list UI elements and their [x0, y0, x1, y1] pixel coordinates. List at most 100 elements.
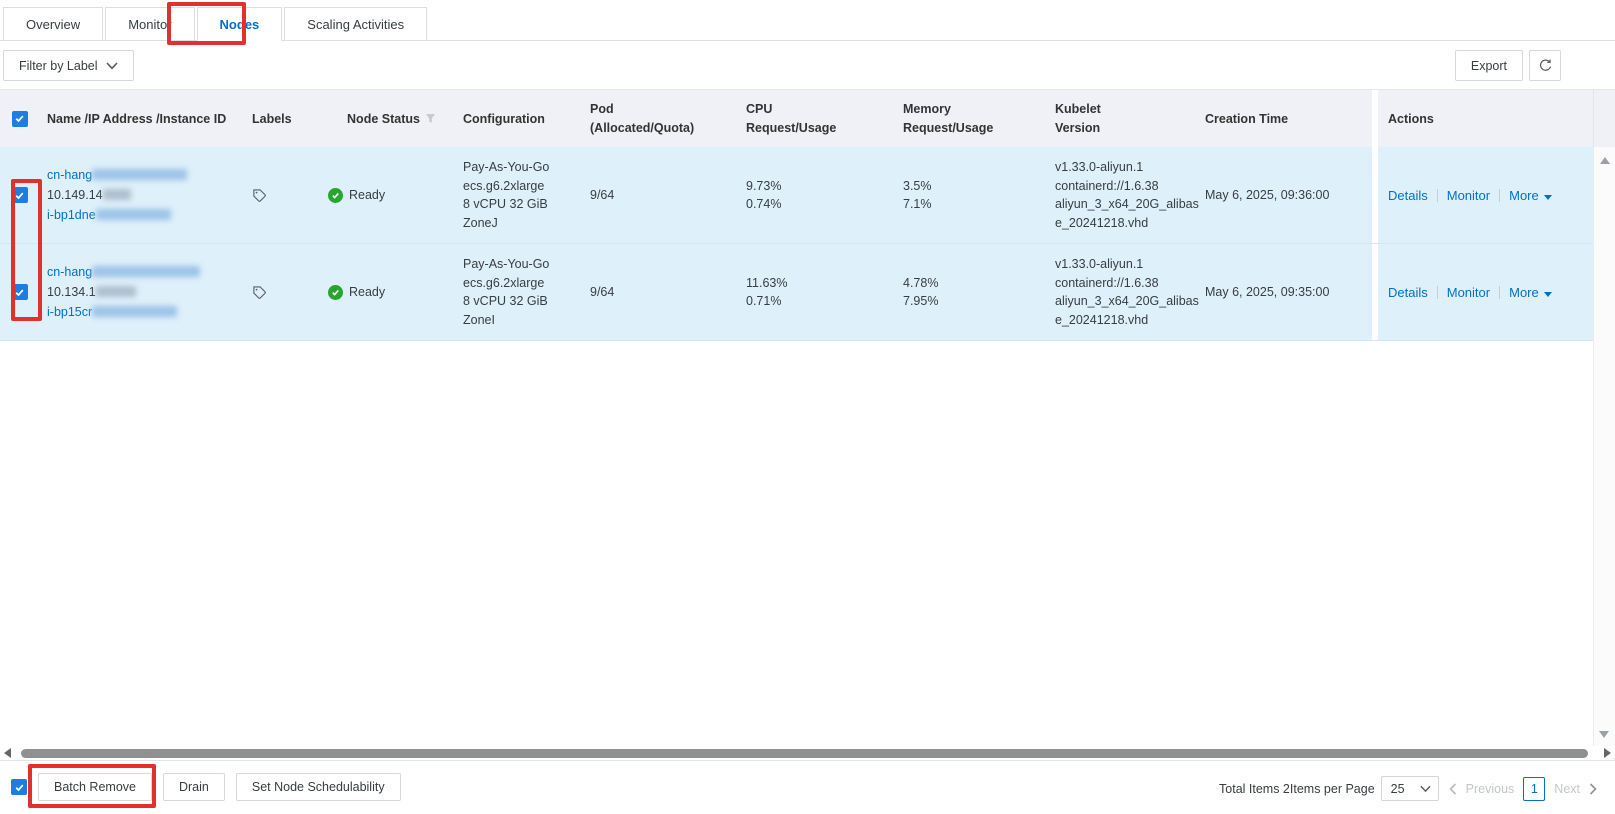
caret-down-icon — [1543, 291, 1552, 297]
footer-bar: Batch Remove Drain Set Node Schedulabili… — [0, 760, 1615, 814]
tag-icon — [253, 188, 266, 202]
chevron-down-icon — [105, 61, 118, 69]
more-dropdown-link[interactable]: More — [1509, 188, 1552, 203]
previous-page-button[interactable]: Previous — [1465, 781, 1515, 796]
filter-by-label-text: Filter by Label — [19, 58, 98, 73]
cpu-usage: 0.71% — [746, 294, 782, 308]
node-name-link[interactable]: cn-hang — [47, 168, 93, 182]
refresh-button[interactable] — [1529, 50, 1561, 81]
table-row: cn-hang 10.149.14 i-bp1dne Ready Pay-As-… — [0, 147, 1615, 244]
action-separator — [1499, 285, 1501, 299]
next-page-button[interactable]: Next — [1554, 781, 1580, 796]
column-divider — [1372, 244, 1378, 340]
os-image-line2: e_20241218.vhd — [1055, 215, 1149, 230]
redacted-node-name — [92, 266, 201, 277]
node-ip: 10.134.1 — [47, 285, 96, 299]
config-billing: Pay-As-You-Go — [463, 257, 550, 271]
footer-select-all-checkbox[interactable] — [11, 779, 27, 795]
config-zone: ZoneJ — [463, 215, 498, 230]
action-separator — [1499, 188, 1501, 202]
ready-status-icon — [328, 284, 343, 300]
check-icon — [15, 192, 24, 199]
filter-funnel-icon[interactable] — [425, 113, 436, 124]
page-size-select[interactable]: 25 — [1380, 776, 1439, 801]
caret-down-icon — [1543, 194, 1552, 200]
current-page-button[interactable]: 1 — [1523, 776, 1546, 801]
memory-header-line2: Request/Usage — [903, 120, 994, 135]
column-header-node-status: Node Status — [328, 90, 463, 147]
vertical-scrollbar[interactable] — [1593, 147, 1615, 746]
instance-id-link[interactable]: i-bp15cr — [47, 305, 93, 319]
pod-allocated-quota: 9/64 — [590, 188, 615, 202]
monitor-link[interactable]: Monitor — [1446, 284, 1491, 300]
pod-header-line1: Pod — [590, 101, 614, 116]
items-per-page-label: Items per Page — [1289, 781, 1375, 796]
column-header-memory: Memory Request/Usage — [903, 90, 1055, 147]
monitor-link[interactable]: Monitor — [1446, 187, 1491, 203]
export-button[interactable]: Export — [1454, 50, 1523, 81]
drain-button[interactable]: Drain — [162, 773, 225, 801]
horizontal-scrollbar[interactable] — [0, 746, 1615, 760]
batch-remove-button[interactable]: Batch Remove — [38, 773, 152, 801]
chevron-right-icon[interactable] — [1589, 782, 1597, 795]
row-checkbox[interactable] — [11, 187, 28, 203]
check-icon — [15, 784, 23, 791]
container-runtime: containerd://1.6.38 — [1055, 178, 1159, 193]
config-zone: ZoneI — [463, 312, 495, 327]
column-header-cpu: CPU Request/Usage — [746, 90, 903, 147]
node-status-label: Node Status — [347, 111, 420, 126]
cpu-request: 9.73% — [746, 178, 782, 193]
config-specs: 8 vCPU 32 GiB — [463, 197, 548, 211]
config-billing: Pay-As-You-Go — [463, 160, 550, 174]
header-scroll-corner — [1593, 90, 1615, 147]
details-link[interactable]: Details — [1388, 284, 1428, 300]
column-header-kubelet: Kubelet Version — [1055, 90, 1205, 147]
more-dropdown-link[interactable]: More — [1509, 285, 1552, 300]
status-badge: Ready — [349, 285, 386, 299]
horizontal-scrollbar-thumb[interactable] — [21, 748, 1588, 758]
select-all-checkbox[interactable] — [11, 110, 28, 127]
tag-icon — [253, 285, 266, 299]
scroll-right-icon[interactable] — [1604, 748, 1611, 758]
action-separator — [1436, 285, 1438, 299]
memory-usage: 7.1% — [903, 197, 932, 211]
scroll-up-icon[interactable] — [1599, 157, 1610, 164]
node-name-link[interactable]: cn-hang — [47, 265, 93, 279]
scroll-left-icon[interactable] — [4, 748, 11, 758]
check-icon — [332, 289, 339, 296]
tab-monitor[interactable]: Monitor — [105, 7, 195, 41]
tab-scaling-activities[interactable]: Scaling Activities — [284, 7, 428, 41]
container-runtime: containerd://1.6.38 — [1055, 275, 1159, 290]
set-node-schedulability-button[interactable]: Set Node Schedulability — [235, 773, 401, 801]
kubelet-version: v1.33.0-aliyun.1 — [1055, 160, 1144, 174]
column-divider — [1372, 90, 1378, 147]
tab-overview[interactable]: Overview — [3, 7, 104, 41]
scroll-down-icon[interactable] — [1599, 731, 1609, 738]
chevron-left-icon[interactable] — [1449, 782, 1457, 795]
memory-usage: 7.95% — [903, 294, 939, 308]
check-icon — [332, 192, 339, 199]
check-icon — [15, 289, 24, 296]
column-header-labels: Labels — [252, 111, 292, 126]
column-header-actions: Actions — [1388, 111, 1434, 126]
row-checkbox[interactable] — [11, 284, 28, 300]
cpu-usage: 0.74% — [746, 197, 782, 211]
kubelet-version: v1.33.0-aliyun.1 — [1055, 257, 1144, 271]
details-link[interactable]: Details — [1388, 187, 1428, 203]
instance-id-link[interactable]: i-bp1dne — [47, 208, 96, 222]
check-icon — [15, 115, 24, 123]
config-specs: 8 vCPU 32 GiB — [463, 294, 548, 308]
kubelet-header-line1: Kubelet — [1055, 101, 1101, 116]
config-instance-type: ecs.g6.2xlarge — [463, 178, 545, 193]
filter-by-label-dropdown[interactable]: Filter by Label — [3, 50, 134, 81]
column-header-name: Name /IP Address /Instance ID — [47, 111, 227, 126]
node-ip: 10.149.14 — [47, 188, 103, 202]
redacted-instance-id — [92, 306, 178, 317]
tab-nodes[interactable]: Nodes — [196, 7, 283, 41]
redacted-instance-id — [95, 209, 171, 220]
nodes-table: Name /IP Address /Instance ID Labels Nod… — [0, 89, 1615, 746]
os-image-line2: e_20241218.vhd — [1055, 312, 1149, 327]
creation-time: May 6, 2025, 09:36:00 — [1205, 188, 1330, 202]
memory-request: 3.5% — [903, 178, 932, 193]
memory-request: 4.78% — [903, 275, 939, 290]
